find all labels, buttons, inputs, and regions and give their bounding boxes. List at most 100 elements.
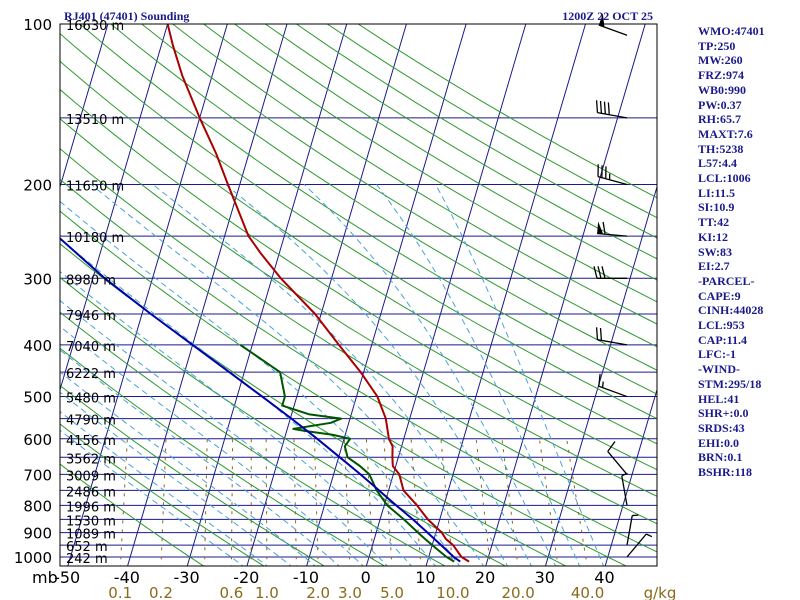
index-line: CAPE:9 bbox=[698, 288, 741, 303]
mixing-ratio-line bbox=[365, 438, 374, 566]
chart-title-left: RJ401 (47401) Sounding bbox=[64, 9, 189, 23]
moist-adiabat-line bbox=[60, 270, 413, 566]
height-label: 8980 m bbox=[66, 273, 116, 288]
isotherm-line bbox=[246, 24, 407, 566]
temperature-trace bbox=[166, 24, 470, 563]
dry-adiabat-line bbox=[60, 32, 657, 420]
temperature-tick-label: 10 bbox=[415, 568, 435, 587]
index-line: EI:2.7 bbox=[698, 259, 730, 274]
isotherm-line bbox=[544, 185, 657, 566]
height-label: 11650 m bbox=[66, 179, 124, 194]
index-line: CINH:44028 bbox=[698, 303, 764, 318]
mixing-ratio-label: 3.0 bbox=[338, 584, 362, 600]
index-line: WB0:990 bbox=[698, 82, 746, 97]
moist-adiabat-line bbox=[303, 184, 557, 566]
index-line: LFC:-1 bbox=[698, 347, 736, 362]
temperature-tick-label: -20 bbox=[233, 568, 259, 587]
index-line: -PARCEL- bbox=[698, 273, 755, 288]
isotherm-line bbox=[127, 24, 288, 566]
height-label: 13510 m bbox=[66, 113, 124, 128]
mixing-ratio-line bbox=[204, 438, 208, 566]
pressure-tick-label: 600 bbox=[23, 431, 52, 449]
height-label: 3562 m bbox=[66, 452, 116, 467]
mixing-ratio-label: 40.0 bbox=[571, 584, 604, 600]
height-label: 2486 m bbox=[66, 485, 116, 500]
isotherm-line bbox=[425, 24, 586, 566]
wind-barb bbox=[595, 327, 628, 346]
dry-adiabat-line bbox=[60, 118, 657, 497]
index-line: SW:83 bbox=[698, 244, 733, 259]
moist-adiabat-line bbox=[60, 299, 389, 566]
isotherm-line bbox=[60, 24, 169, 392]
moist-adiabat-line bbox=[60, 391, 292, 566]
index-line: SHR+:0.0 bbox=[698, 406, 749, 421]
moist-adiabat-line bbox=[435, 184, 605, 566]
pressure-tick-label: 1000 bbox=[14, 549, 52, 567]
isotherm-line bbox=[186, 24, 348, 566]
height-label: 3009 m bbox=[66, 469, 116, 484]
indices-panel: WMO:47401 TP:250 MW:260 FRZ:974 WB0:990 PW:0.… bbox=[698, 24, 798, 480]
mixing-ratio-line bbox=[265, 438, 268, 566]
dry-adiabat-line bbox=[203, 24, 657, 303]
dry-adiabat-line bbox=[60, 463, 205, 566]
index-line: LCL:1006 bbox=[698, 171, 751, 186]
dry-adiabat-line bbox=[60, 60, 657, 445]
index-line: CAP:11.4 bbox=[698, 332, 747, 347]
wind-barb bbox=[607, 441, 628, 475]
moist-adiabat-line bbox=[376, 184, 581, 566]
height-label: 16630 m bbox=[66, 19, 124, 34]
dry-adiabat-line bbox=[60, 311, 446, 566]
mixing-ratio-line bbox=[538, 438, 559, 566]
dry-adiabat-line bbox=[265, 24, 657, 260]
mixing-ratio-label: 1.0 bbox=[255, 584, 279, 600]
wind-barb bbox=[597, 221, 628, 237]
mixing-ratio-label: 20.0 bbox=[501, 584, 534, 600]
wind-barb bbox=[626, 514, 639, 546]
index-line: SRDS:43 bbox=[698, 420, 745, 435]
wind-barb bbox=[593, 266, 627, 279]
isotherm-line bbox=[604, 387, 657, 566]
dry-adiabat-line bbox=[60, 423, 265, 566]
height-label: 7946 m bbox=[66, 309, 116, 324]
isotherm-line bbox=[60, 24, 109, 189]
index-line: WMO:47401 bbox=[698, 24, 765, 38]
index-line: HEL:41 bbox=[698, 391, 740, 406]
index-line: PW:0.37 bbox=[698, 97, 742, 112]
mixing-ratio-line bbox=[293, 438, 297, 566]
height-label: 1530 m bbox=[66, 514, 116, 529]
isotherm-line bbox=[365, 24, 527, 566]
moist-adiabat-line bbox=[60, 325, 364, 566]
height-label: 1996 m bbox=[66, 500, 116, 515]
index-line: BSHR:118 bbox=[698, 465, 753, 480]
wind-barbs-layer bbox=[593, 13, 653, 558]
height-label: 1089 m bbox=[66, 528, 116, 543]
temperature-tick-label: -10 bbox=[293, 568, 319, 587]
index-line: STM:295/18 bbox=[698, 376, 762, 391]
moist-adiabat-line bbox=[90, 184, 485, 566]
moist-adiabat-line bbox=[225, 184, 533, 566]
height-label: 4790 m bbox=[66, 414, 116, 429]
mixing-ratio-label: 2.0 bbox=[306, 584, 330, 600]
height-label: 6222 m bbox=[66, 367, 116, 382]
height-label: 4156 m bbox=[66, 434, 116, 449]
moist-adiabat-line bbox=[60, 200, 461, 566]
dry-adiabat-line bbox=[60, 347, 386, 566]
index-line: FRZ:974 bbox=[698, 68, 744, 83]
index-line: KI:12 bbox=[698, 229, 728, 244]
temperature-tick-label: 30 bbox=[535, 568, 555, 587]
height-label: 7040 m bbox=[66, 340, 116, 355]
pressure-tick-label: 800 bbox=[23, 497, 52, 515]
mixing-ratio-line bbox=[343, 438, 351, 566]
index-line: SI:10.9 bbox=[698, 200, 735, 215]
wind-barb bbox=[597, 164, 628, 186]
dry-adiabat-line bbox=[60, 147, 657, 525]
mixing-ratio-line bbox=[566, 438, 588, 566]
mixing-ratio-label: 5.0 bbox=[380, 584, 404, 600]
pressure-tick-label: 700 bbox=[23, 466, 52, 484]
chart-title-right: 1200Z 22 OCT 25 bbox=[562, 9, 653, 23]
index-line: LI:11.5 bbox=[698, 185, 736, 200]
index-line: -WIND- bbox=[698, 362, 740, 377]
mixing-ratio-label: 0.1 bbox=[108, 584, 132, 600]
pressure-tick-label: 500 bbox=[23, 389, 52, 407]
index-line: BRN:0.1 bbox=[698, 450, 743, 465]
